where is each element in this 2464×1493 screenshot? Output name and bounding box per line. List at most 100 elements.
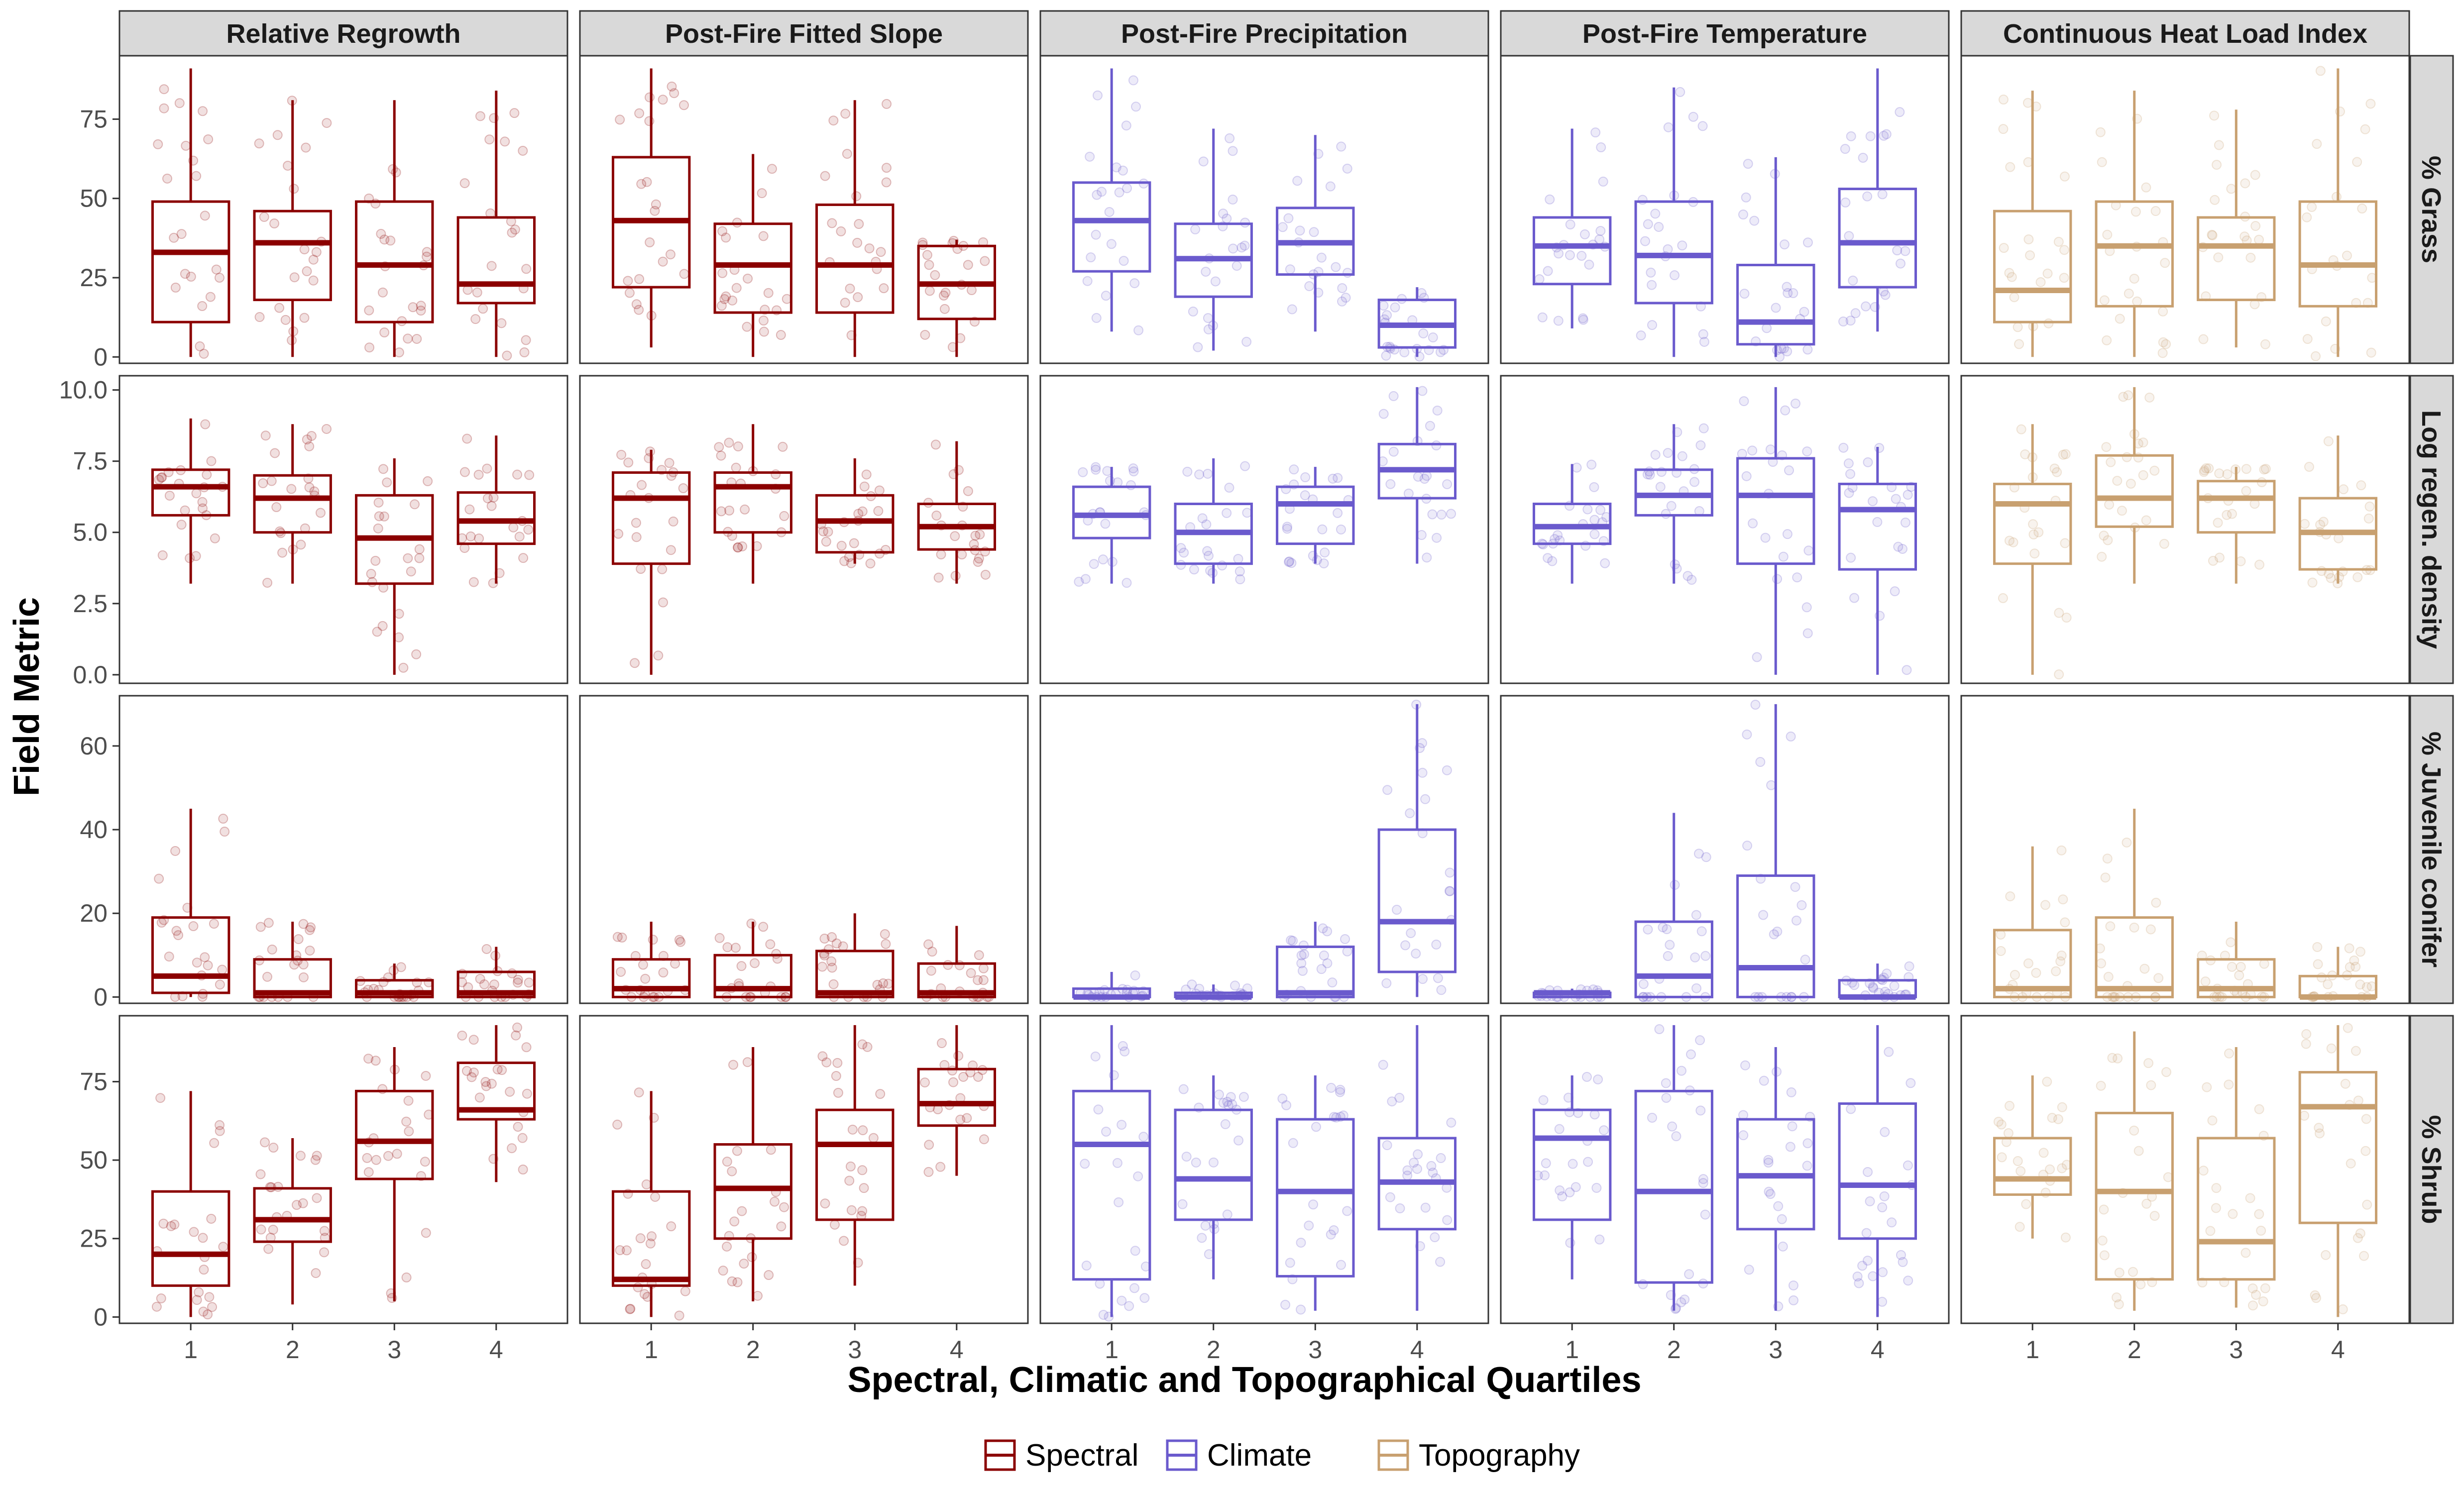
jitter-point [1296, 950, 1307, 960]
jitter-point [1378, 409, 1389, 419]
jitter-point [739, 1259, 749, 1269]
jitter-point [2312, 942, 2323, 952]
jitter-point [1565, 250, 1575, 260]
y-tick-label: 75 [80, 105, 108, 133]
jitter-point [305, 925, 315, 935]
jitter-point [2161, 339, 2171, 349]
jitter-point [644, 92, 655, 103]
jitter-point [2254, 234, 2264, 245]
panel-frame [1039, 1015, 1489, 1324]
iqr-box [1072, 181, 1151, 273]
jitter-point [1240, 461, 1250, 471]
jitter-point [1122, 183, 1132, 194]
jitter-point [513, 974, 523, 985]
jitter-point [1792, 572, 1802, 583]
panel-r3-c4 [1500, 695, 1950, 1004]
jitter-point [1895, 107, 1905, 117]
jitter-point [1764, 1186, 1774, 1197]
jitter-point [2097, 157, 2107, 167]
jitter-point [1210, 276, 1221, 287]
jitter-point [385, 235, 396, 246]
jitter-point [1317, 524, 1328, 534]
jitter-point [1749, 215, 1760, 226]
box-q4 [1838, 1025, 1917, 1317]
jitter-point [362, 1153, 372, 1163]
jitter-point [667, 81, 677, 92]
jitter-point [1100, 519, 1111, 529]
jitter-point [650, 206, 660, 216]
jitter-point [310, 1155, 321, 1165]
jitter-point [2321, 316, 2331, 326]
row-strip-background [2409, 375, 2454, 684]
jitter-point [2016, 1166, 2026, 1176]
jitter-point [2123, 390, 2133, 401]
jitter-point [1378, 301, 1389, 311]
iqr-box [713, 222, 792, 314]
jitter-point [1092, 90, 1103, 101]
jitter-point [722, 1241, 732, 1252]
iqr-box [1174, 1108, 1253, 1221]
jitter-point [1118, 1041, 1128, 1051]
jitter-point [828, 115, 839, 126]
jitter-point [496, 318, 507, 328]
jitter-point [376, 228, 386, 239]
jitter-point [1335, 1087, 1345, 1097]
jitter-point [633, 1282, 643, 1292]
jitter-point [1388, 446, 1399, 457]
y-tick-label: 25 [80, 264, 108, 292]
box-q2 [1174, 979, 1253, 1002]
jitter-point [1565, 1187, 1575, 1197]
jitter-point [641, 1179, 652, 1189]
jitter-point [1326, 1229, 1336, 1240]
jitter-point [680, 1286, 690, 1296]
jitter-point [840, 298, 850, 308]
jitter-point [2343, 1023, 2353, 1033]
iqr-box [611, 471, 691, 565]
jitter-point [500, 136, 510, 147]
box-q2 [253, 96, 332, 357]
jitter-point [1903, 490, 1913, 500]
jitter-point [289, 272, 300, 283]
jitter-point [507, 968, 517, 978]
jitter-point [1436, 985, 1447, 995]
jitter-point [2129, 1125, 2139, 1136]
jitter-point [1241, 336, 1252, 347]
jitter-point [1695, 1105, 1706, 1116]
jitter-point [199, 348, 209, 359]
iqr-box [713, 1143, 792, 1240]
jitter-point [2207, 230, 2218, 240]
jitter-point [1771, 303, 1781, 313]
jitter-point [315, 508, 326, 518]
jitter-point [880, 929, 890, 939]
jitter-point [631, 299, 642, 310]
jitter-point [765, 939, 776, 950]
panel-frame [1960, 375, 2410, 684]
jitter-point [273, 1181, 283, 1192]
jitter-point [420, 1157, 430, 1167]
jitter-point [1748, 518, 1758, 529]
jitter-point [1742, 729, 1752, 740]
row-strip-background [2409, 695, 2454, 1004]
jitter-point [517, 1133, 528, 1143]
jitter-point [408, 302, 418, 313]
jitter-point [1670, 1304, 1680, 1314]
iqr-box [2197, 958, 2276, 998]
x-tick-label: 3 [848, 1336, 862, 1364]
jitter-point [1765, 444, 1776, 455]
jitter-point [2351, 961, 2361, 972]
jitter-point [507, 227, 517, 238]
jitter-point [2310, 1290, 2320, 1300]
panel-r3-c1 [118, 695, 568, 1004]
jitter-point [1879, 1191, 1890, 1201]
box-q2 [253, 918, 332, 1002]
jitter-point [1222, 508, 1232, 518]
jitter-point [1854, 1278, 1864, 1288]
jitter-point [2129, 922, 2139, 933]
box-q1 [611, 1087, 691, 1321]
jitter-point [322, 118, 332, 128]
jitter-point [836, 540, 847, 551]
jitter-point [2201, 463, 2211, 473]
jitter-point [634, 305, 644, 315]
jitter-point [2031, 967, 2041, 978]
jitter-point [668, 516, 678, 527]
